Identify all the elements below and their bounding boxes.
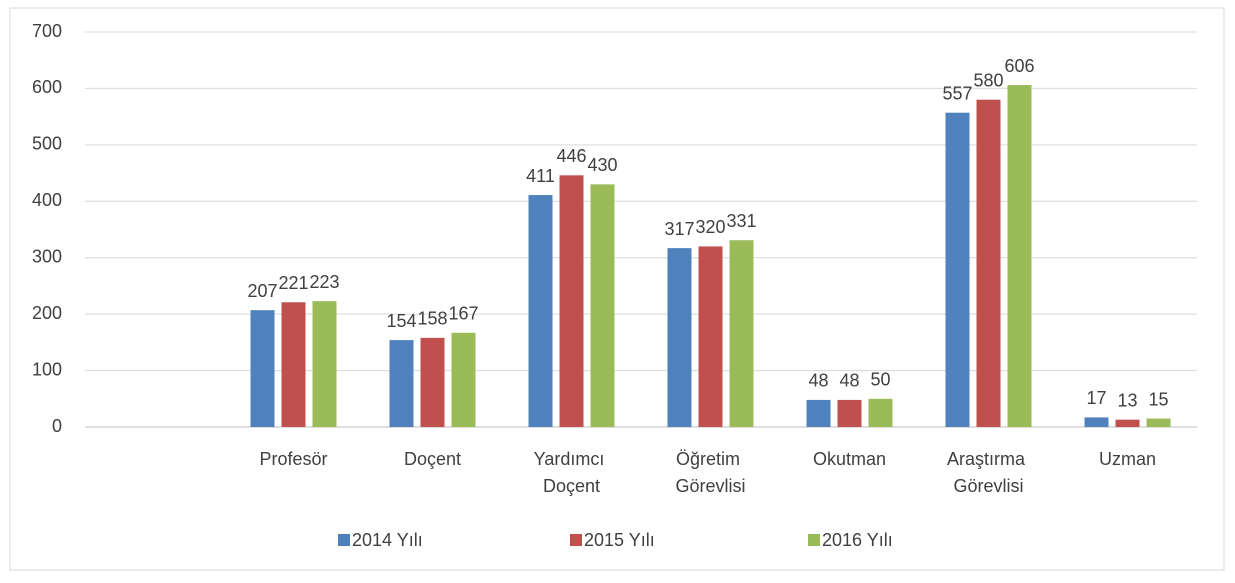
legend-swatch xyxy=(808,534,820,546)
bar xyxy=(389,340,414,427)
data-label: 320 xyxy=(695,217,725,237)
x-tick-label: Okutman xyxy=(813,449,886,469)
x-tick-label: Doçent xyxy=(404,449,461,469)
bar xyxy=(1084,417,1109,427)
bar xyxy=(1115,419,1140,427)
data-label: 167 xyxy=(448,304,478,324)
legend-swatch xyxy=(570,534,582,546)
data-label: 331 xyxy=(726,211,756,231)
y-tick-label: 500 xyxy=(32,134,62,154)
y-tick-label: 400 xyxy=(32,190,62,210)
x-tick-label: Uzman xyxy=(1099,449,1156,469)
data-label: 430 xyxy=(587,155,617,175)
data-label: 317 xyxy=(664,219,694,239)
bar xyxy=(729,240,754,427)
bar xyxy=(451,332,476,427)
bar xyxy=(1146,418,1171,427)
data-label: 48 xyxy=(839,371,859,391)
data-label: 158 xyxy=(417,309,447,329)
data-label: 606 xyxy=(1004,56,1034,76)
x-tick-label: Yardımcı Doçent xyxy=(534,449,610,496)
bar xyxy=(837,399,862,427)
data-label: 154 xyxy=(386,311,416,331)
data-label: 15 xyxy=(1148,389,1168,409)
bar xyxy=(250,310,275,427)
bar xyxy=(528,195,553,427)
data-label: 221 xyxy=(278,273,308,293)
bar xyxy=(420,337,445,427)
legend-swatch xyxy=(338,534,350,546)
bar xyxy=(976,99,1001,427)
legend-label: 2016 Yılı xyxy=(822,530,893,550)
data-label: 446 xyxy=(556,146,586,166)
bar xyxy=(945,112,970,427)
x-tick-label: Öğretim Görevlisi xyxy=(675,449,745,496)
data-label: 17 xyxy=(1086,388,1106,408)
bar xyxy=(590,184,615,427)
bar xyxy=(281,302,306,427)
data-label: 223 xyxy=(309,272,339,292)
x-tick-label: Araştırma Görevlisi xyxy=(947,449,1030,496)
bar xyxy=(559,175,584,427)
data-label: 411 xyxy=(526,166,555,186)
legend-label: 2015 Yılı xyxy=(584,530,655,550)
y-tick-label: 100 xyxy=(32,359,62,379)
data-label: 557 xyxy=(942,83,972,103)
bar xyxy=(698,246,723,427)
y-tick-label: 600 xyxy=(32,77,62,97)
bar xyxy=(806,399,831,427)
data-label: 50 xyxy=(870,370,890,390)
y-tick-label: 300 xyxy=(32,246,62,266)
bar xyxy=(868,398,893,427)
y-tick-label: 200 xyxy=(32,303,62,323)
y-tick-label: 0 xyxy=(52,416,62,436)
data-label: 207 xyxy=(247,281,277,301)
y-tick-label: 700 xyxy=(32,21,62,41)
legend-label: 2014 Yılı xyxy=(352,530,423,550)
bar xyxy=(667,248,692,427)
chart-border xyxy=(9,7,1225,571)
data-label: 580 xyxy=(973,70,1003,90)
data-label: 48 xyxy=(808,371,828,391)
bar xyxy=(312,301,337,427)
x-tick-label: Profesör xyxy=(259,449,327,469)
bar xyxy=(1007,85,1032,428)
data-label: 13 xyxy=(1117,390,1137,410)
